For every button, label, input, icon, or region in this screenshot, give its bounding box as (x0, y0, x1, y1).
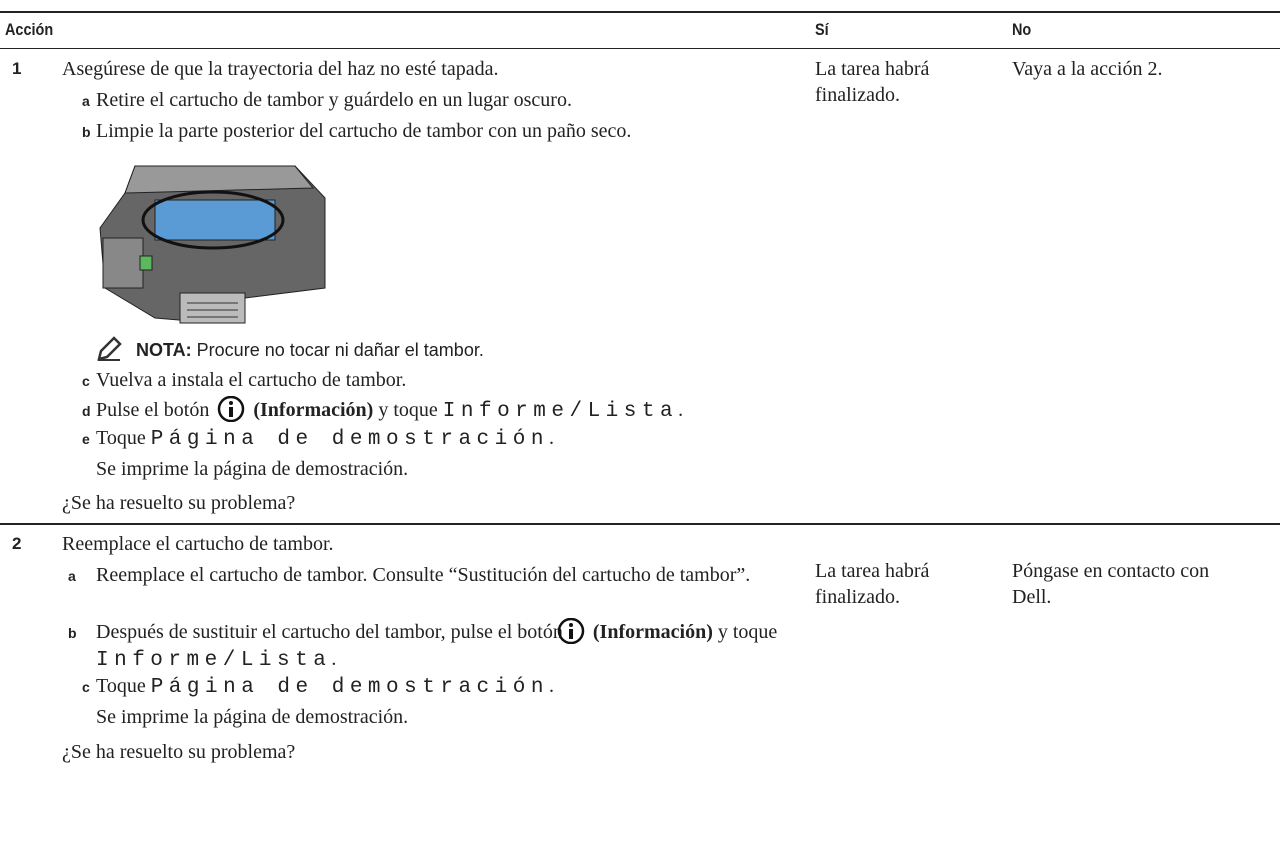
question: ¿Se ha resuelto su problema? (62, 492, 296, 514)
text: c (82, 373, 90, 389)
text: Después de sustituir el cartucho del tam… (96, 621, 563, 643)
text: Pulse el botón (96, 399, 210, 421)
no: Vaya a la acción 2. (1012, 58, 1163, 80)
text: Página de demostración (150, 676, 549, 699)
row-number: 2 (12, 534, 22, 553)
text: (Información) (253, 399, 374, 421)
text: Informe/Lista (442, 400, 679, 423)
text: c (82, 679, 90, 695)
text: d (82, 403, 91, 419)
text: Retire el cartucho de tambor y guárdelo … (96, 89, 572, 111)
step: c Vuelva a instala el cartucho de tambor. (82, 367, 406, 394)
text: y toque (378, 399, 438, 421)
header: No (1012, 20, 1032, 39)
note: NOTA: Procure no tocar ni dañar el tambo… (136, 337, 484, 363)
result: Se imprime la página de demostración. (96, 706, 409, 728)
text: a (82, 93, 90, 109)
intro: Asegúrese de que la trayectoria del haz … (62, 58, 499, 80)
text: Página de demostración (150, 428, 549, 451)
text: b (68, 625, 77, 641)
text: . (678, 399, 684, 421)
text: Reemplace el cartucho de tambor. Consult… (96, 564, 751, 586)
step: e Toque Página de demostración. (82, 425, 554, 453)
step: a Reemplace el cartucho de tambor. Consul… (68, 562, 811, 589)
text: b (82, 124, 91, 140)
text: . (331, 648, 337, 670)
row-number: 1 (12, 59, 22, 78)
yes: La tarea habrá finalizado. (815, 58, 930, 106)
step: b Limpie la parte posterior del cartucho … (82, 118, 631, 145)
text: a (68, 568, 76, 584)
rule (0, 523, 1280, 525)
text: Vuelva a instala el cartucho de tambor. (96, 369, 407, 391)
step: c Toque Página de demostración. (82, 673, 554, 701)
text: e (82, 431, 90, 447)
rule (0, 48, 1280, 49)
note-icon (97, 336, 122, 361)
text: . (548, 427, 554, 449)
header: Acción (5, 20, 54, 39)
text: Procure no tocar ni dañar el tambor. (196, 340, 484, 360)
yes: La tarea habrá finalizado. (815, 560, 930, 608)
step: b Después de sustituir el cartucho del ta… (68, 617, 811, 674)
header: Sí (815, 20, 829, 39)
step: a Retire el cartucho de tambor y guárdelo… (82, 87, 572, 114)
text: (Información) (592, 621, 713, 643)
drum-illustration (99, 165, 326, 324)
intro: Reemplace el cartucho de tambor. (62, 533, 334, 555)
text: y toque (717, 621, 778, 643)
text: Toque (96, 675, 146, 697)
text: Toque (96, 427, 146, 449)
question: ¿Se ha resuelto su problema? (62, 741, 296, 763)
text: NOTA: (136, 340, 192, 360)
rule (0, 11, 1280, 13)
text: Informe/Lista (96, 649, 332, 672)
step: d Pulse el botón (Información) y toque In… (82, 395, 684, 425)
no: Póngase en contacto con Dell. (1012, 560, 1210, 608)
info-icon (557, 617, 585, 645)
result: Se imprime la página de demostración. (96, 458, 409, 480)
info-icon (218, 395, 245, 423)
text: Limpie la parte posterior del cartucho d… (96, 120, 632, 142)
text: . (548, 675, 554, 697)
